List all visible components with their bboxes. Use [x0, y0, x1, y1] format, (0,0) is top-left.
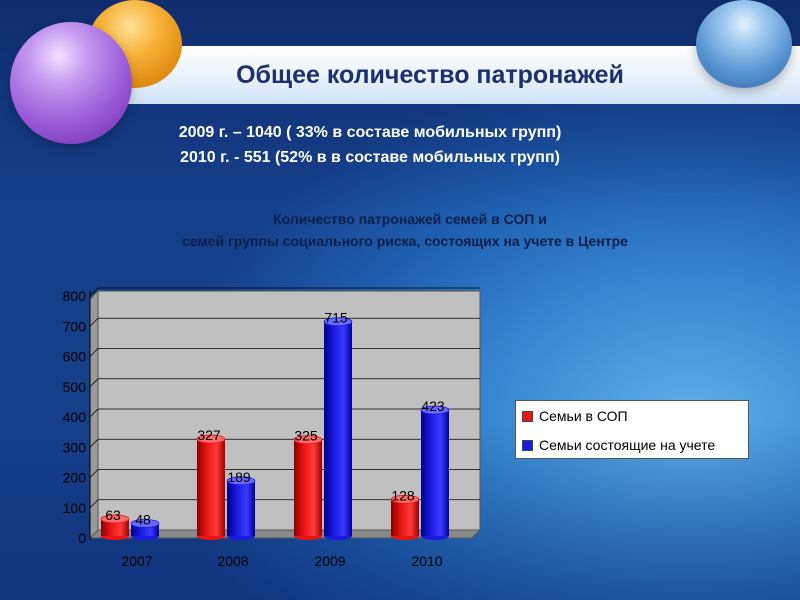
- bar-series-2: [324, 321, 352, 536]
- purple-sphere-decoration: [10, 22, 132, 144]
- gridline-side: [89, 317, 99, 327]
- chart-legend: Семьи в СОП Семьи состоящие на учете: [515, 400, 749, 459]
- bar-series-1-top: [196, 434, 226, 444]
- data-label: 189: [227, 469, 251, 485]
- bar-series-2-top: [323, 317, 353, 327]
- y-tick-label: 0: [78, 530, 86, 546]
- gridline-side: [89, 438, 99, 448]
- gridline-side: [89, 469, 99, 478]
- y-tick-label: 700: [63, 318, 87, 334]
- bar-series-1: [101, 518, 129, 536]
- y-tick-label: 200: [63, 470, 87, 486]
- stat-line-2010: 2010 г. - 551 (52% в в составе мобильных…: [180, 149, 560, 166]
- bar-series-2: [421, 410, 449, 536]
- data-label: 715: [324, 310, 348, 326]
- bar-series-1: [391, 499, 419, 536]
- data-label: 423: [421, 398, 445, 414]
- data-label: 327: [197, 427, 221, 443]
- blue-sphere-decoration: [696, 0, 792, 88]
- gridline-side: [89, 348, 99, 357]
- gridline-side: [89, 287, 99, 297]
- title-banner: [120, 46, 800, 104]
- legend-item-series-1: Семьи в СОП: [522, 408, 628, 424]
- legend-item-series-2: Семьи состоящие на учете: [522, 437, 715, 453]
- data-label: 128: [391, 487, 415, 503]
- y-tick-label: 300: [63, 439, 87, 455]
- y-tick-label: 100: [63, 500, 87, 516]
- legend-swatch-red: [522, 410, 533, 422]
- bar-series-1-top: [100, 514, 130, 524]
- page-title-text: Общее количество патронажей: [236, 60, 624, 89]
- gridline-side: [89, 378, 99, 388]
- data-label: 48: [135, 511, 151, 527]
- data-label: 63: [105, 507, 121, 523]
- chart-title-line-2: семей группы социального риска, состоящи…: [182, 233, 628, 249]
- data-label: 325: [294, 428, 318, 444]
- bar-series-1-top: [293, 435, 323, 445]
- bar-series-2-top: [420, 405, 450, 415]
- bar-series-2-top: [226, 476, 256, 486]
- gridline-side: [89, 499, 99, 509]
- page-title: Общее количество патронажей: [120, 46, 800, 104]
- y-tick-label: 600: [63, 349, 87, 365]
- legend-label-series-1: Семьи в СОП: [539, 408, 628, 424]
- y-tick-label: 500: [63, 379, 87, 395]
- bar-series-2-top: [130, 519, 160, 528]
- gridline-side: [89, 408, 99, 418]
- y-tick-label: 400: [63, 409, 87, 425]
- stat-line-2009: 2009 г. – 1040 ( 33% в составе мобильных…: [178, 124, 562, 141]
- bar-series-2: [227, 480, 255, 536]
- x-tick-label: 2010: [411, 553, 442, 569]
- legend-label-series-2: Семьи состоящие на учете: [539, 437, 716, 453]
- bar-series-1-top: [390, 494, 420, 504]
- bar-series-1: [197, 439, 225, 536]
- x-tick-label: 2007: [121, 553, 152, 569]
- y-tick-label: 800: [63, 288, 87, 304]
- legend-swatch-blue: [522, 439, 533, 451]
- x-tick-label: 2009: [314, 553, 345, 569]
- x-tick-label: 2008: [217, 553, 248, 569]
- chart-title-line-1: Количество патронажей семей в СОП и: [273, 211, 547, 227]
- bar-series-1: [294, 439, 322, 536]
